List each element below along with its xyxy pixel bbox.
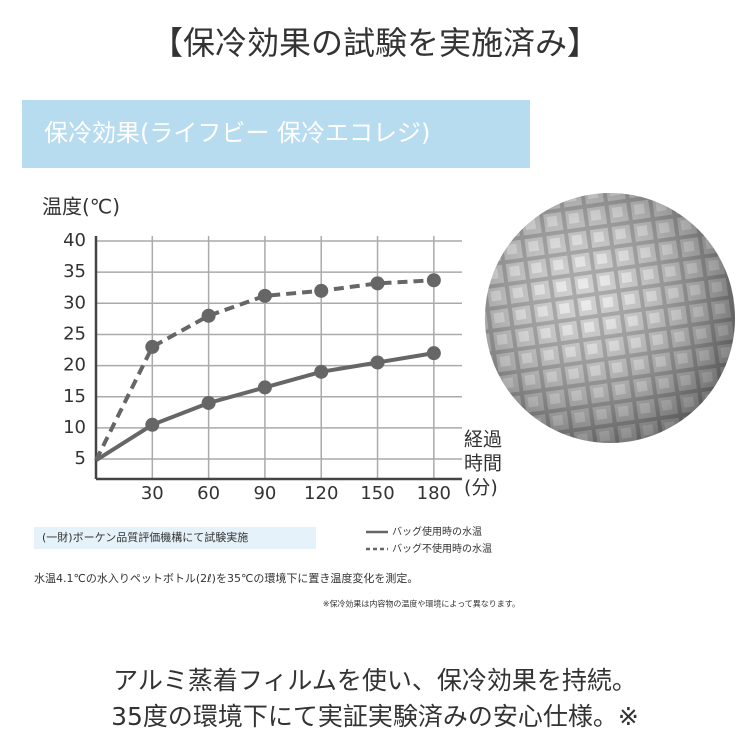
caption: アルミ蒸着フィルムを使い、保冷効果を持続。 [113, 666, 637, 695]
x-tick-label: 150 [360, 483, 394, 504]
chart-title: 保冷効果(ライフビー 保冷エコレジ) [44, 119, 430, 147]
x-tick-label: 120 [304, 483, 338, 504]
foil-image [485, 193, 735, 443]
data-point [314, 283, 329, 298]
title-banner [22, 100, 530, 168]
footnote: ※保冷効果は内容物の温度や環境によって異なります。 [323, 599, 520, 609]
data-point [145, 339, 160, 354]
note: 水温4.1℃の水入りペットボトル(2ℓ)を35℃の環境下に置き温度変化を測定。 [34, 571, 418, 585]
caption: 35度の環境下にて実証実験済みの安心仕様。※ [111, 702, 639, 731]
y-tick-label: 35 [63, 261, 86, 282]
data-point [370, 355, 385, 370]
x-tick-label: 60 [197, 483, 220, 504]
source-box [34, 527, 316, 549]
y-tick-label: 25 [63, 323, 86, 344]
x-axis-label: (分) [464, 477, 498, 499]
y-tick-label: 30 [63, 292, 86, 313]
data-point [201, 395, 216, 410]
legend-label: バッグ使用時の水温 [392, 525, 482, 538]
data-point [201, 308, 216, 323]
data-point [426, 273, 441, 288]
data-point [370, 276, 385, 291]
x-tick-label: 30 [141, 483, 164, 504]
data-point [257, 380, 272, 395]
data-point [426, 346, 441, 361]
y-tick-label: 10 [63, 417, 86, 438]
y-tick-label: 20 [63, 355, 86, 376]
page-title: 【保冷効果の試験を実施済み】 [151, 24, 599, 62]
y-tick-label: 5 [75, 448, 86, 469]
data-point [257, 288, 272, 303]
data-point [145, 417, 160, 432]
x-tick-label: 90 [253, 483, 276, 504]
legend-label: バッグ不使用時の水温 [392, 542, 492, 555]
x-axis-label: 時間 [464, 453, 502, 475]
y-tick-label: 40 [63, 230, 86, 251]
x-axis-label: 経過 [464, 429, 502, 451]
x-tick-label: 180 [417, 483, 451, 504]
y-axis-label: 温度(℃) [42, 195, 120, 219]
data-point [314, 364, 329, 379]
source: (一財)ボーケン品質評価機構にて試験実施 [42, 530, 248, 544]
y-tick-label: 15 [63, 386, 86, 407]
